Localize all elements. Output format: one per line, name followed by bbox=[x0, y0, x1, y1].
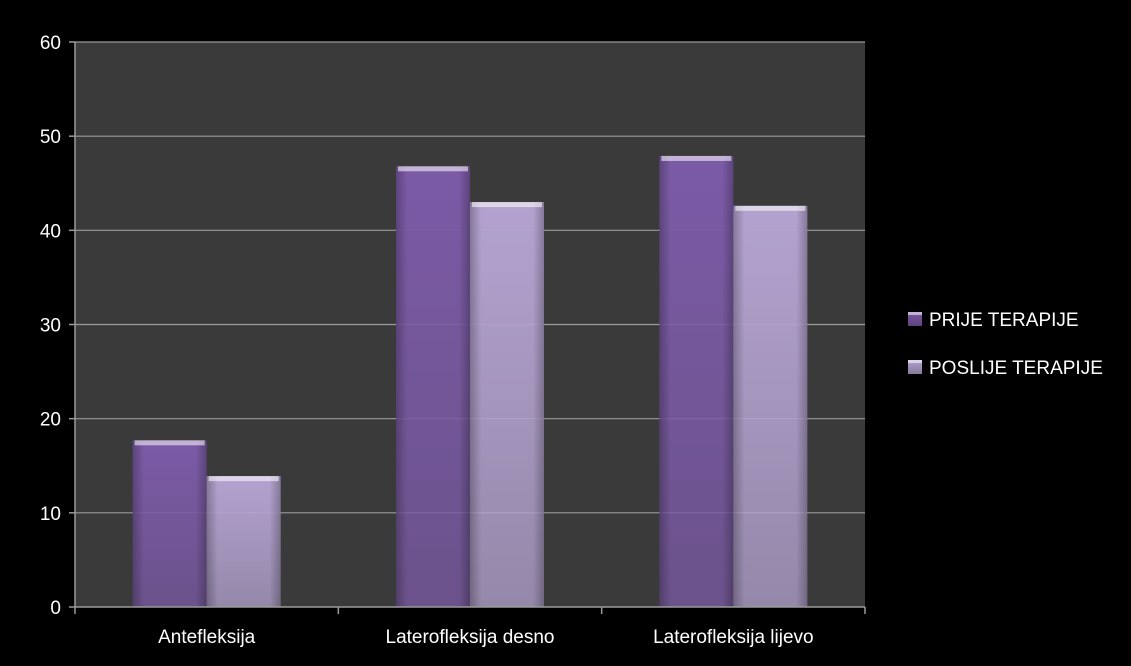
y-tick-label: 30 bbox=[40, 316, 61, 337]
bar bbox=[470, 202, 544, 608]
bar-highlight bbox=[398, 166, 468, 172]
bar bbox=[733, 205, 808, 607]
bar-shade bbox=[206, 476, 281, 607]
bar-highlight bbox=[134, 440, 205, 446]
x-axis-ticks: Antefleksija Laterofleksija desno Laterofl… bbox=[74, 607, 866, 648]
y-tick-label: 40 bbox=[40, 221, 61, 242]
legend-item: POSLIJE TERAPIJE bbox=[908, 358, 1103, 379]
legend-swatch bbox=[908, 360, 922, 374]
legend: PRIJE TERAPIJE POSLIJE TERAPIJE bbox=[908, 310, 1103, 379]
bar-highlight bbox=[735, 205, 806, 211]
bar bbox=[396, 166, 470, 608]
legend-item: PRIJE TERAPIJE bbox=[908, 310, 1079, 331]
bar-highlight bbox=[208, 476, 279, 482]
bars bbox=[132, 155, 808, 608]
legend-swatch bbox=[908, 312, 922, 326]
y-tick-label: 0 bbox=[50, 598, 61, 619]
legend-swatch-highlight bbox=[908, 312, 922, 315]
bar-shade bbox=[470, 202, 544, 608]
x-tick-label: Antefleksija bbox=[158, 627, 256, 648]
bar bbox=[206, 476, 281, 607]
x-tick-label: Laterofleksija desno bbox=[386, 627, 555, 648]
y-tick-label: 60 bbox=[40, 33, 61, 54]
y-tick-label: 20 bbox=[40, 410, 61, 431]
bar-shade bbox=[733, 205, 808, 607]
bar-shade bbox=[132, 440, 207, 607]
legend-swatch-highlight bbox=[908, 360, 922, 363]
legend-label: POSLIJE TERAPIJE bbox=[929, 358, 1103, 379]
bar-highlight bbox=[472, 202, 542, 208]
y-tick-label: 10 bbox=[40, 504, 61, 525]
x-tick-label: Laterofleksija lijevo bbox=[653, 627, 814, 648]
legend-label: PRIJE TERAPIJE bbox=[929, 310, 1079, 331]
y-tick-label: 50 bbox=[40, 127, 61, 148]
y-axis-ticks: 0 10 20 30 40 50 60 bbox=[40, 33, 75, 619]
bar-shade bbox=[396, 166, 470, 608]
bar-highlight bbox=[661, 155, 732, 161]
bar-shade bbox=[659, 155, 734, 608]
bar bbox=[659, 155, 734, 608]
bar bbox=[132, 440, 207, 607]
